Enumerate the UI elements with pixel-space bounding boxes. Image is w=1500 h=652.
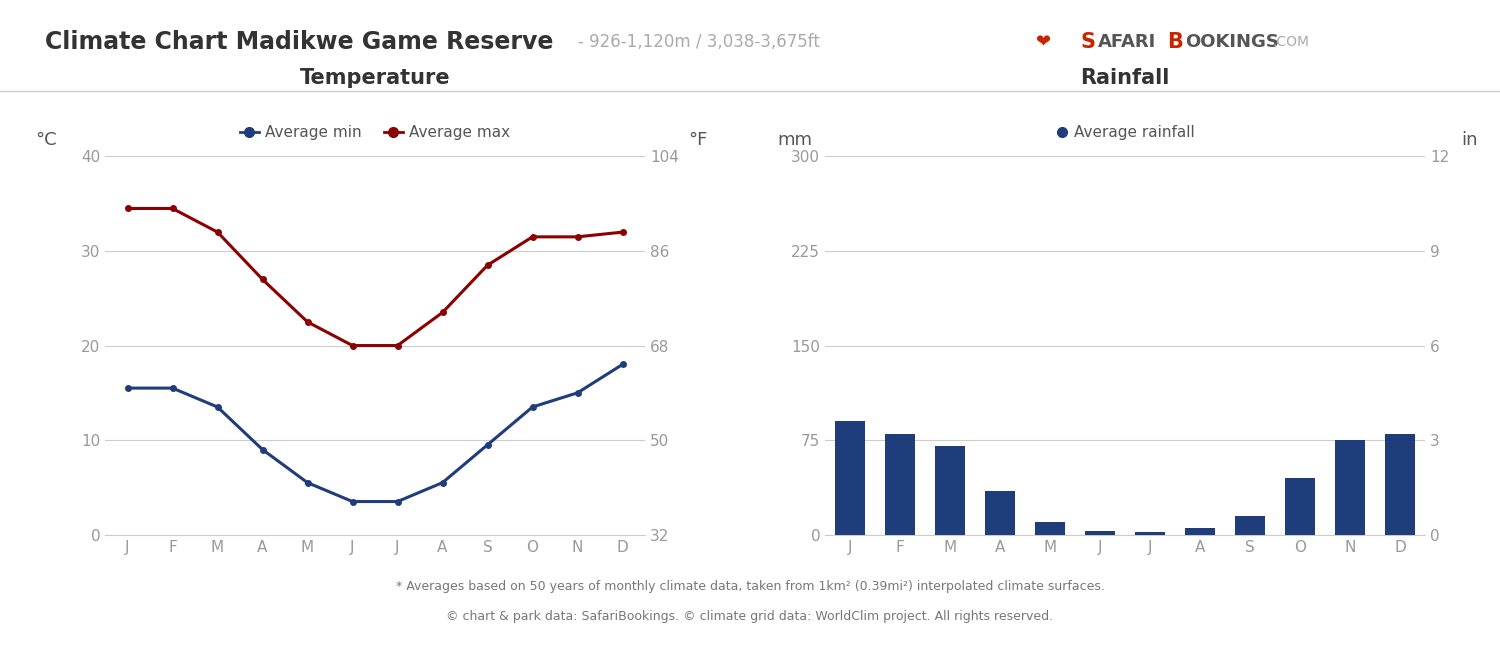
Bar	[1286, 478, 1316, 535]
Text: OOKINGS: OOKINGS	[1185, 33, 1280, 52]
Text: S: S	[1080, 33, 1095, 52]
Text: AFARI: AFARI	[1098, 33, 1156, 52]
Text: °F: °F	[688, 131, 708, 149]
Text: ❤: ❤	[1035, 33, 1050, 52]
Bar	[1136, 532, 1166, 535]
Text: °C: °C	[34, 131, 57, 149]
Bar	[885, 434, 915, 535]
Text: Climate Chart Madikwe Game Reserve: Climate Chart Madikwe Game Reserve	[45, 31, 554, 54]
Text: in: in	[1461, 131, 1478, 149]
Bar	[836, 421, 866, 535]
Bar	[1035, 522, 1065, 535]
Text: Temperature: Temperature	[300, 68, 450, 89]
Text: mm: mm	[777, 131, 812, 149]
Legend: Average min, Average max: Average min, Average max	[234, 119, 516, 146]
Bar	[1234, 516, 1264, 535]
Bar	[986, 490, 1016, 535]
Bar	[1335, 440, 1365, 535]
Text: © chart & park data: SafariBookings. © climate grid data: WorldClim project. All: © chart & park data: SafariBookings. © c…	[447, 610, 1053, 623]
Bar	[934, 447, 964, 535]
Text: B: B	[1167, 33, 1184, 52]
Bar	[1384, 434, 1414, 535]
Text: * Averages based on 50 years of monthly climate data, taken from 1km² (0.39mi²) : * Averages based on 50 years of monthly …	[396, 580, 1104, 593]
Bar	[1084, 531, 1114, 535]
Bar	[1185, 528, 1215, 535]
Text: .COM: .COM	[1272, 35, 1310, 50]
Text: - 926-1,120m / 3,038-3,675ft: - 926-1,120m / 3,038-3,675ft	[578, 33, 819, 52]
Text: Rainfall: Rainfall	[1080, 68, 1170, 89]
Legend: Average rainfall: Average rainfall	[1050, 119, 1200, 146]
